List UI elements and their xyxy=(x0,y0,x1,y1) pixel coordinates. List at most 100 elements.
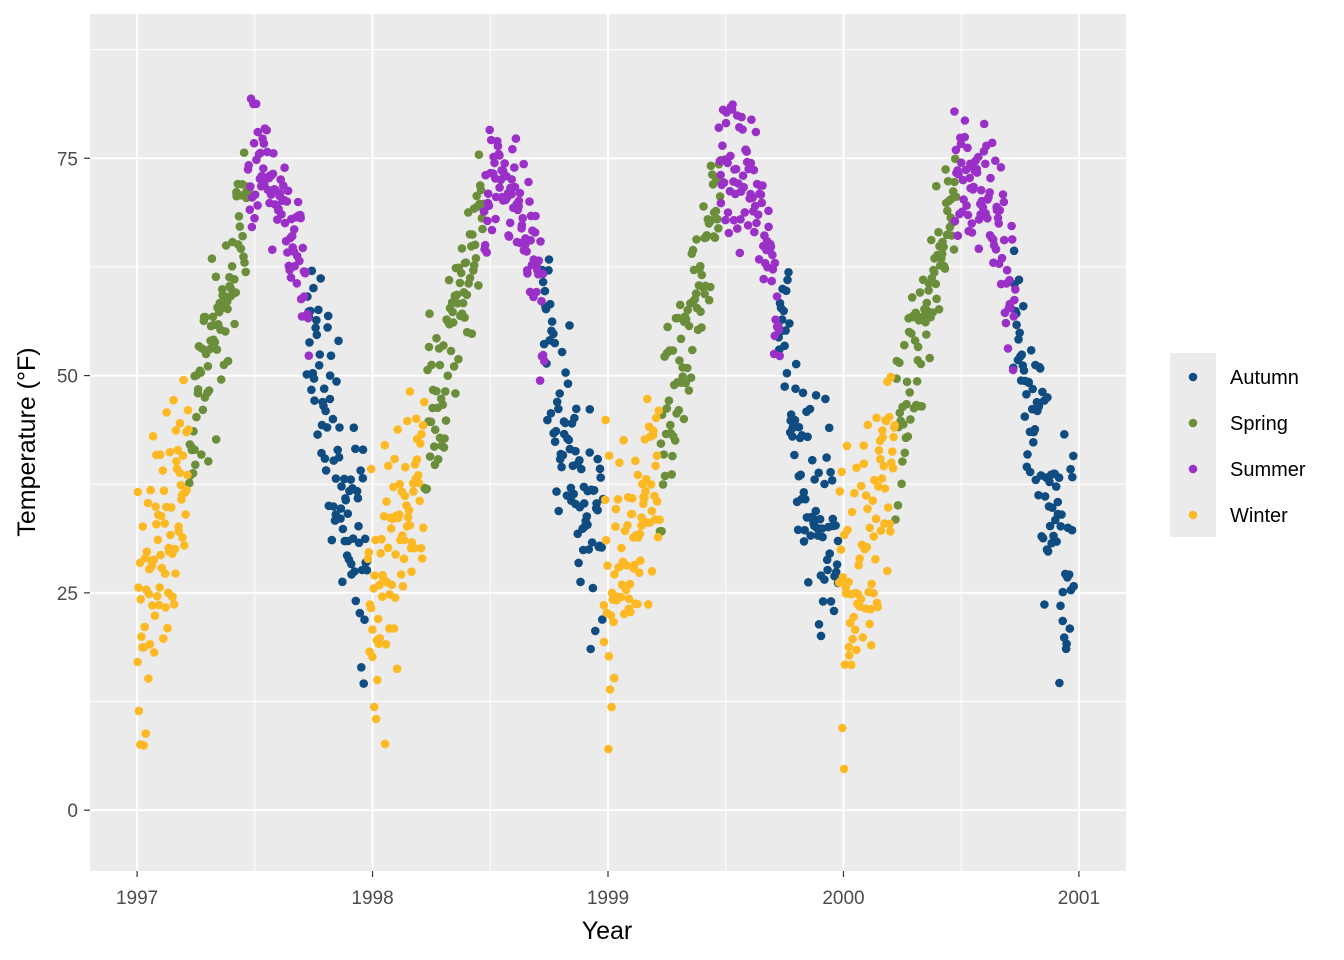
data-point-autumn xyxy=(827,476,837,485)
data-point-autumn xyxy=(350,567,359,576)
data-point-summer xyxy=(304,351,314,361)
data-point-summer xyxy=(956,139,966,149)
data-point-autumn xyxy=(825,549,834,558)
data-point-autumn xyxy=(538,277,548,287)
data-point-spring xyxy=(196,368,206,377)
data-point-winter xyxy=(863,504,872,514)
legend-label-autumn: Autumn xyxy=(1230,367,1299,389)
data-point-autumn xyxy=(582,512,592,521)
data-point-summer xyxy=(999,235,1009,245)
data-point-winter xyxy=(415,496,425,506)
data-point-winter xyxy=(412,414,421,424)
data-point-winter xyxy=(627,509,637,519)
data-point-spring xyxy=(943,206,952,216)
data-point-winter xyxy=(886,527,895,536)
data-point-summer xyxy=(723,208,733,217)
data-point-winter xyxy=(166,503,176,512)
data-point-autumn xyxy=(332,377,341,386)
data-point-autumn xyxy=(1026,346,1036,355)
data-point-autumn xyxy=(583,520,592,530)
data-point-autumn xyxy=(316,274,326,283)
data-point-autumn xyxy=(349,423,359,433)
data-point-spring xyxy=(427,360,436,370)
data-point-spring xyxy=(927,235,936,245)
data-point-autumn xyxy=(1030,425,1040,434)
data-point-autumn xyxy=(1040,492,1050,501)
data-point-winter xyxy=(867,579,876,589)
data-point-spring xyxy=(478,224,487,234)
data-point-autumn xyxy=(790,415,800,425)
data-point-autumn xyxy=(803,432,812,442)
data-point-spring xyxy=(678,372,687,381)
data-point-winter xyxy=(863,420,873,430)
data-point-autumn xyxy=(1058,616,1067,626)
data-point-winter xyxy=(861,491,871,500)
data-point-spring xyxy=(922,330,931,339)
data-point-autumn xyxy=(335,423,344,432)
data-point-summer xyxy=(987,138,997,148)
data-point-winter xyxy=(366,464,376,474)
data-point-winter xyxy=(845,651,854,660)
data-point-spring xyxy=(934,305,944,314)
data-point-winter xyxy=(143,498,153,508)
data-point-winter xyxy=(383,543,393,553)
data-point-autumn xyxy=(1064,570,1074,579)
data-point-spring xyxy=(697,270,707,280)
data-point-spring xyxy=(664,396,674,406)
data-point-winter xyxy=(862,542,872,552)
data-point-spring xyxy=(185,478,194,488)
data-point-winter xyxy=(852,645,861,655)
data-point-spring xyxy=(662,404,672,413)
data-point-autumn xyxy=(814,468,823,478)
data-point-winter xyxy=(133,657,142,667)
data-point-spring xyxy=(684,321,694,331)
data-point-autumn xyxy=(1035,364,1045,373)
data-points xyxy=(133,94,1078,774)
data-point-autumn xyxy=(1034,402,1044,411)
data-point-spring xyxy=(432,386,441,396)
data-point-summer xyxy=(508,144,517,154)
data-point-spring xyxy=(456,268,466,278)
data-point-autumn xyxy=(343,509,353,518)
data-point-autumn xyxy=(1012,320,1021,330)
data-point-summer xyxy=(999,197,1009,207)
data-point-winter xyxy=(865,523,874,533)
data-point-winter xyxy=(158,466,168,475)
data-point-summer xyxy=(974,244,984,253)
data-point-autumn xyxy=(546,409,556,418)
data-point-autumn xyxy=(820,575,829,584)
data-point-winter xyxy=(148,601,157,610)
data-point-winter xyxy=(175,468,185,478)
data-point-spring xyxy=(913,342,923,352)
data-point-spring xyxy=(895,358,904,368)
data-point-autumn xyxy=(540,286,550,296)
data-point-winter xyxy=(136,595,145,604)
data-point-autumn xyxy=(593,505,602,515)
data-point-autumn xyxy=(346,559,356,569)
data-point-winter xyxy=(419,523,428,533)
data-point-winter xyxy=(866,640,876,650)
data-point-spring xyxy=(441,387,450,396)
data-point-summer xyxy=(759,274,768,284)
data-point-autumn xyxy=(572,404,581,414)
data-point-spring xyxy=(468,230,477,239)
data-point-winter xyxy=(368,652,377,662)
data-point-winter xyxy=(138,522,148,531)
data-point-spring xyxy=(470,240,480,250)
data-point-autumn xyxy=(579,499,589,508)
data-point-autumn xyxy=(355,608,365,618)
data-point-winter xyxy=(844,577,853,587)
data-point-winter xyxy=(373,675,382,685)
data-point-winter xyxy=(855,554,864,563)
data-point-autumn xyxy=(1058,587,1068,597)
data-point-winter xyxy=(162,408,171,417)
data-point-autumn xyxy=(323,323,332,332)
data-point-autumn xyxy=(588,583,598,593)
data-point-winter xyxy=(178,533,187,542)
data-point-autumn xyxy=(331,474,341,483)
data-point-winter xyxy=(145,640,155,649)
data-point-summer xyxy=(511,134,521,143)
data-point-autumn xyxy=(798,388,808,398)
data-point-spring xyxy=(659,450,669,459)
data-point-spring xyxy=(714,224,723,233)
